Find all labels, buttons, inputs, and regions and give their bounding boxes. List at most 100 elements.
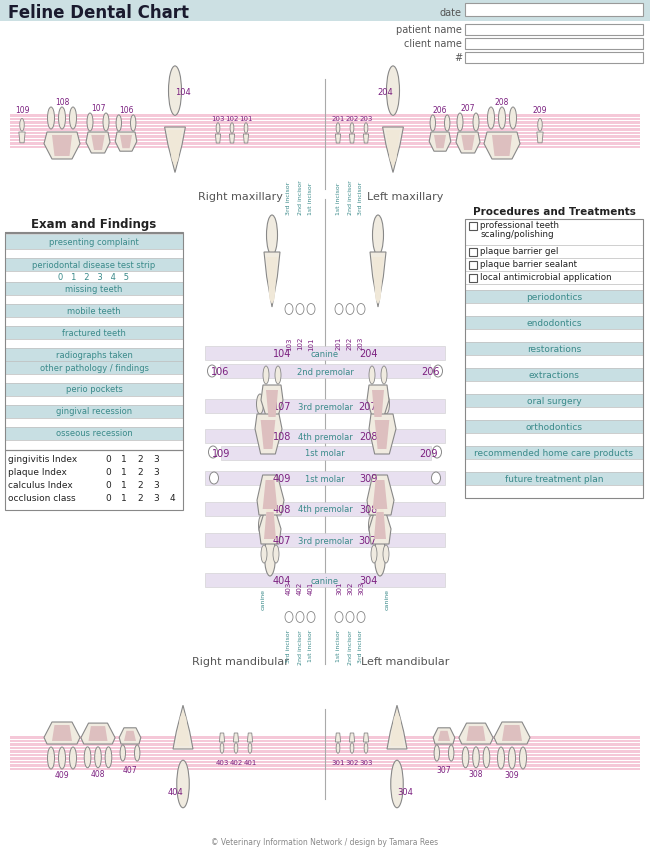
- Bar: [465, 317, 643, 330]
- Polygon shape: [44, 722, 80, 744]
- Bar: [465, 369, 643, 382]
- Text: patient name: patient name: [396, 25, 462, 35]
- Ellipse shape: [248, 743, 252, 753]
- Polygon shape: [537, 133, 543, 144]
- Polygon shape: [81, 723, 115, 744]
- Bar: [10, 743, 640, 746]
- Text: plaque barrier gel: plaque barrier gel: [480, 246, 558, 256]
- Text: 0: 0: [105, 468, 111, 476]
- Bar: [469, 222, 477, 231]
- Text: canine: canine: [311, 349, 339, 358]
- Ellipse shape: [432, 473, 441, 485]
- Bar: [10, 132, 640, 135]
- Text: 2: 2: [137, 481, 143, 489]
- Bar: [465, 272, 643, 285]
- Ellipse shape: [296, 612, 304, 623]
- Text: 103: 103: [286, 337, 292, 350]
- Bar: [205, 429, 445, 444]
- Polygon shape: [255, 415, 282, 454]
- Ellipse shape: [387, 66, 400, 116]
- Text: 3: 3: [153, 481, 159, 489]
- Polygon shape: [88, 726, 107, 741]
- Polygon shape: [264, 512, 276, 539]
- Text: client name: client name: [404, 39, 462, 49]
- Ellipse shape: [335, 304, 343, 315]
- Polygon shape: [52, 725, 72, 741]
- Polygon shape: [502, 725, 522, 741]
- Polygon shape: [164, 128, 185, 173]
- Text: 2nd incisor: 2nd incisor: [348, 180, 352, 215]
- Polygon shape: [372, 390, 384, 417]
- Text: fractured teeth: fractured teeth: [62, 328, 126, 337]
- Text: 4: 4: [169, 493, 175, 503]
- Polygon shape: [264, 253, 280, 308]
- Text: extractions: extractions: [528, 371, 579, 379]
- Bar: [5, 348, 183, 361]
- Text: 309: 309: [359, 474, 377, 483]
- Ellipse shape: [374, 537, 385, 576]
- Ellipse shape: [70, 108, 77, 130]
- Ellipse shape: [103, 114, 109, 132]
- Polygon shape: [370, 253, 386, 308]
- Text: 2nd incisor: 2nd incisor: [298, 180, 302, 215]
- Text: 106: 106: [119, 106, 133, 115]
- Ellipse shape: [177, 760, 189, 808]
- Text: 302: 302: [347, 581, 353, 595]
- Bar: [10, 143, 640, 146]
- Ellipse shape: [105, 747, 112, 768]
- Ellipse shape: [510, 108, 517, 130]
- Text: 107: 107: [273, 401, 291, 412]
- Text: 208: 208: [359, 431, 377, 441]
- Ellipse shape: [538, 119, 542, 132]
- Text: 2nd premolar: 2nd premolar: [296, 367, 354, 376]
- Text: 304: 304: [359, 575, 377, 585]
- Polygon shape: [243, 135, 248, 144]
- Polygon shape: [233, 733, 239, 742]
- Text: 3: 3: [153, 468, 159, 476]
- Polygon shape: [369, 415, 396, 454]
- Bar: [5, 361, 183, 374]
- Ellipse shape: [234, 743, 238, 753]
- Text: 2nd incisor: 2nd incisor: [298, 630, 302, 664]
- Text: other pathology / findings: other pathology / findings: [40, 363, 148, 372]
- Polygon shape: [86, 133, 110, 154]
- Polygon shape: [387, 705, 407, 749]
- Ellipse shape: [445, 116, 450, 132]
- Text: 102: 102: [226, 116, 239, 122]
- Text: plaque Index: plaque Index: [8, 468, 67, 476]
- Text: 408: 408: [273, 504, 291, 515]
- Ellipse shape: [58, 747, 66, 769]
- Bar: [465, 434, 643, 446]
- Bar: [5, 282, 183, 295]
- Polygon shape: [367, 475, 394, 515]
- Bar: [5, 249, 183, 258]
- Ellipse shape: [371, 545, 377, 563]
- Polygon shape: [391, 711, 404, 746]
- Polygon shape: [383, 128, 404, 173]
- Polygon shape: [350, 135, 355, 144]
- Text: 403: 403: [215, 759, 229, 765]
- Text: 308: 308: [469, 769, 483, 778]
- Polygon shape: [494, 722, 530, 744]
- Ellipse shape: [47, 108, 55, 130]
- Text: mobile teeth: mobile teeth: [67, 306, 121, 315]
- Text: 207: 207: [461, 104, 475, 112]
- Text: 407: 407: [273, 535, 291, 545]
- Bar: [10, 746, 640, 749]
- Text: 204: 204: [359, 348, 377, 359]
- Ellipse shape: [350, 743, 354, 753]
- Polygon shape: [44, 133, 80, 160]
- Text: 103: 103: [211, 116, 225, 122]
- Polygon shape: [484, 133, 520, 160]
- Text: 109: 109: [15, 106, 29, 115]
- Text: local antimicrobial application: local antimicrobial application: [480, 272, 612, 281]
- Ellipse shape: [335, 612, 343, 623]
- Bar: [205, 347, 445, 360]
- Polygon shape: [168, 131, 182, 169]
- Bar: [5, 396, 183, 405]
- Bar: [465, 39, 643, 50]
- Text: 3: 3: [153, 454, 159, 463]
- Bar: [0, 0, 650, 22]
- Text: perio pockets: perio pockets: [66, 385, 122, 394]
- Bar: [5, 450, 183, 509]
